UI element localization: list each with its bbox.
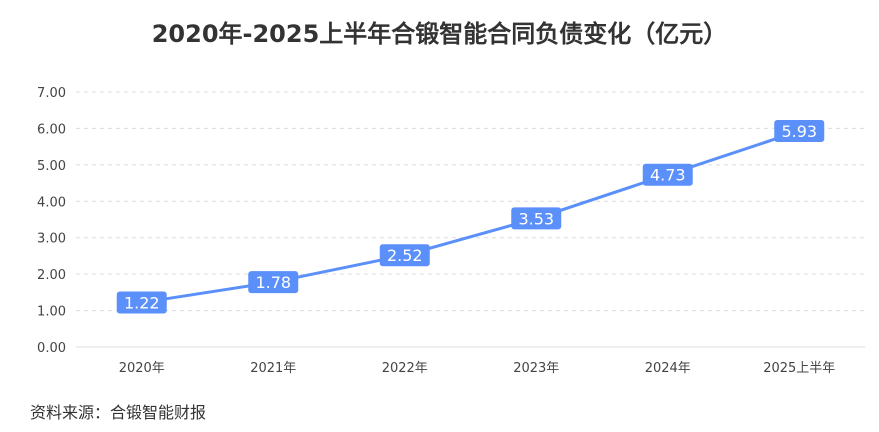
x-tick-label: 2025上半年 xyxy=(763,361,835,376)
data-label-box xyxy=(511,207,562,230)
x-axis-ticks: 2020年 2021年 2022年 2023年 2024年 2025上半年 xyxy=(119,361,836,376)
y-tick-label: 2.00 xyxy=(37,268,66,283)
source-note: 资料来源：合锻智能财报 xyxy=(30,403,207,422)
data-label-text: 1.78 xyxy=(255,273,291,292)
x-tick-label: 2023年 xyxy=(513,361,559,376)
x-tick-label: 2024年 xyxy=(645,361,691,376)
data-point-label: 1.22 xyxy=(116,291,167,314)
y-axis-ticks: 0.00 1.00 2.00 3.00 4.00 5.00 6.00 7.00 xyxy=(37,86,66,356)
series-polyline xyxy=(140,129,801,305)
y-tick-label: 6.00 xyxy=(37,122,66,137)
y-tick-label: 5.00 xyxy=(37,159,66,174)
series-line xyxy=(140,129,801,305)
x-tick-label: 2020年 xyxy=(119,361,165,376)
data-label-text: 4.73 xyxy=(650,166,686,185)
data-label-text: 3.53 xyxy=(518,209,554,228)
y-tick-label: 7.00 xyxy=(37,86,66,101)
data-label-text: 1.22 xyxy=(124,294,160,313)
y-tick-label: 0.00 xyxy=(37,341,66,356)
x-tick-label: 2022年 xyxy=(382,361,428,376)
data-labels: 1.22 1.78 2.52 3.53 4.73 5.93 xyxy=(116,119,825,314)
data-point-label: 2.52 xyxy=(379,244,430,267)
data-point-label: 4.73 xyxy=(642,163,693,186)
y-tick-label: 4.00 xyxy=(37,195,66,210)
y-tick-label: 3.00 xyxy=(37,232,66,247)
data-label-text: 2.52 xyxy=(387,246,423,265)
y-tick-label: 1.00 xyxy=(37,305,66,320)
data-label-box xyxy=(642,163,693,186)
data-label-box xyxy=(116,291,167,314)
data-label-box xyxy=(379,244,430,267)
data-point-label: 3.53 xyxy=(511,207,562,230)
data-point-label: 1.78 xyxy=(248,271,299,294)
data-label-text: 5.93 xyxy=(781,122,817,141)
grid-lines xyxy=(76,91,865,348)
data-label-box xyxy=(774,119,825,142)
chart-title: 2020年-2025上半年合锻智能合同负债变化（亿元） xyxy=(151,20,728,48)
data-label-box xyxy=(248,271,299,294)
data-point-label: 5.93 xyxy=(774,119,825,142)
x-tick-label: 2021年 xyxy=(250,361,296,376)
